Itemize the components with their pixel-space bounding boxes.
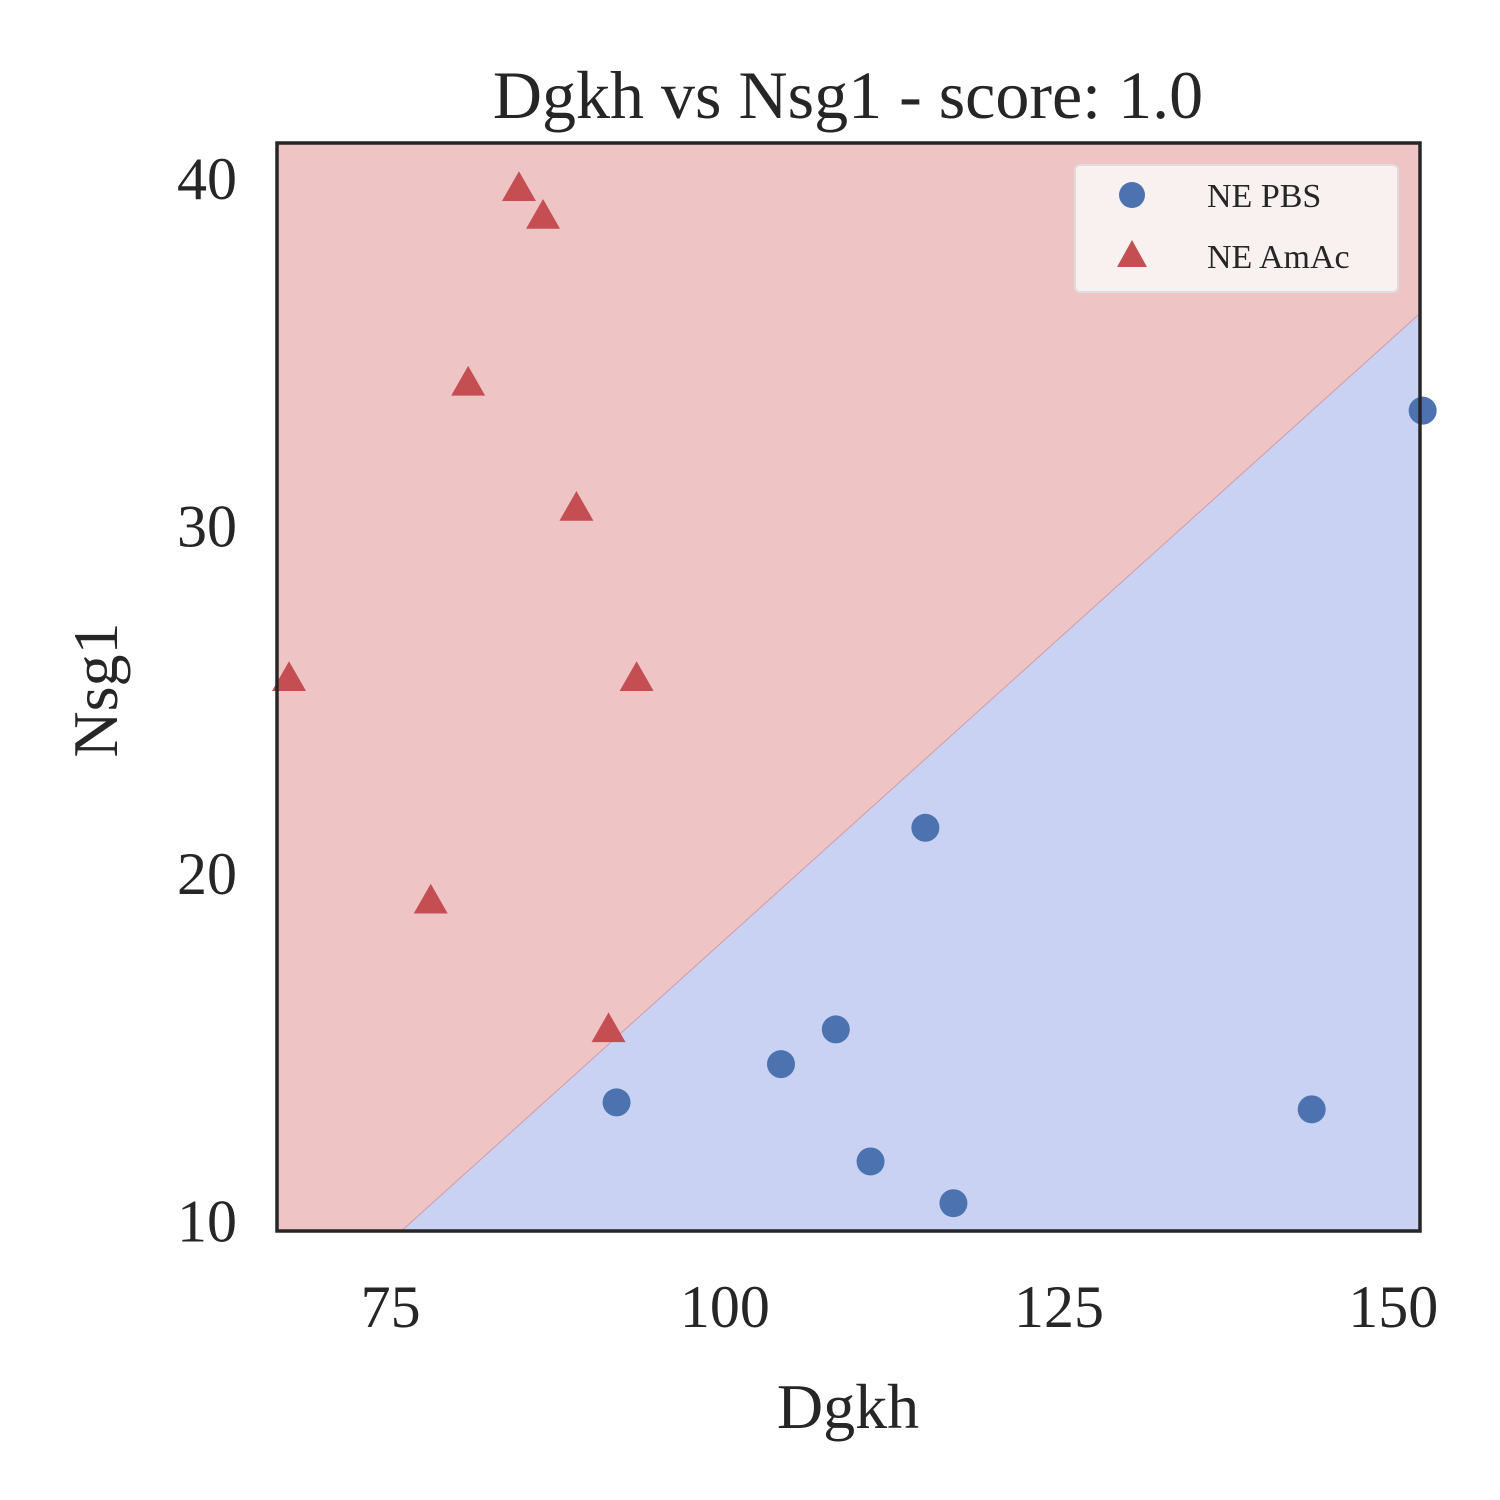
x-tick-label: 125 bbox=[1014, 1274, 1104, 1340]
legend-label-ne-pbs: NE PBS bbox=[1207, 178, 1321, 215]
point-ne-pbs-3 bbox=[856, 1147, 885, 1176]
x-tick-label: 150 bbox=[1348, 1274, 1438, 1340]
point-ne-pbs-5 bbox=[939, 1189, 968, 1218]
chart-title: Dgkh vs Nsg1 - score: 1.0 bbox=[493, 57, 1203, 133]
point-ne-pbs-2 bbox=[821, 1015, 850, 1044]
axes-frame bbox=[275, 141, 1422, 1233]
y-tick-label: 10 bbox=[177, 1189, 237, 1255]
plot-area bbox=[272, 143, 1437, 1231]
point-ne-pbs-1 bbox=[766, 1050, 795, 1079]
legend-label-ne-amac: NE AmAc bbox=[1207, 239, 1350, 276]
decision-boundary-line bbox=[400, 312, 1420, 1231]
x-tick-label: 100 bbox=[680, 1274, 770, 1340]
point-ne-pbs-7 bbox=[1408, 396, 1437, 425]
point-ne-pbs-0 bbox=[602, 1088, 631, 1117]
x-tick-label: 75 bbox=[361, 1274, 421, 1340]
y-axis-ticks: 10 20 30 40 bbox=[177, 146, 237, 1255]
y-tick-label: 20 bbox=[177, 841, 237, 907]
legend-marker-ne-pbs bbox=[1119, 182, 1145, 208]
point-ne-pbs-6 bbox=[1297, 1095, 1326, 1124]
point-ne-pbs-4 bbox=[911, 813, 940, 842]
y-tick-label: 40 bbox=[177, 146, 237, 212]
point-ne-amac-2 bbox=[451, 365, 486, 396]
point-ne-amac-0 bbox=[272, 661, 307, 692]
point-ne-amac-6 bbox=[591, 1012, 626, 1043]
y-tick-label: 30 bbox=[177, 493, 237, 559]
point-ne-amac-5 bbox=[559, 490, 594, 521]
point-ne-amac-7 bbox=[619, 661, 654, 692]
legend-marker-ne-amac bbox=[1117, 240, 1147, 267]
point-ne-amac-1 bbox=[413, 883, 448, 914]
legend-box bbox=[1074, 164, 1399, 293]
x-axis-ticks: 75 100 125 150 bbox=[361, 1274, 1439, 1340]
y-axis-label: Nsg1 bbox=[60, 622, 131, 757]
x-axis-label: Dgkh bbox=[777, 1371, 919, 1442]
legend: NE PBS NE AmAc bbox=[1074, 164, 1399, 293]
point-ne-amac-3 bbox=[501, 171, 536, 201]
point-ne-amac-4 bbox=[526, 198, 561, 229]
